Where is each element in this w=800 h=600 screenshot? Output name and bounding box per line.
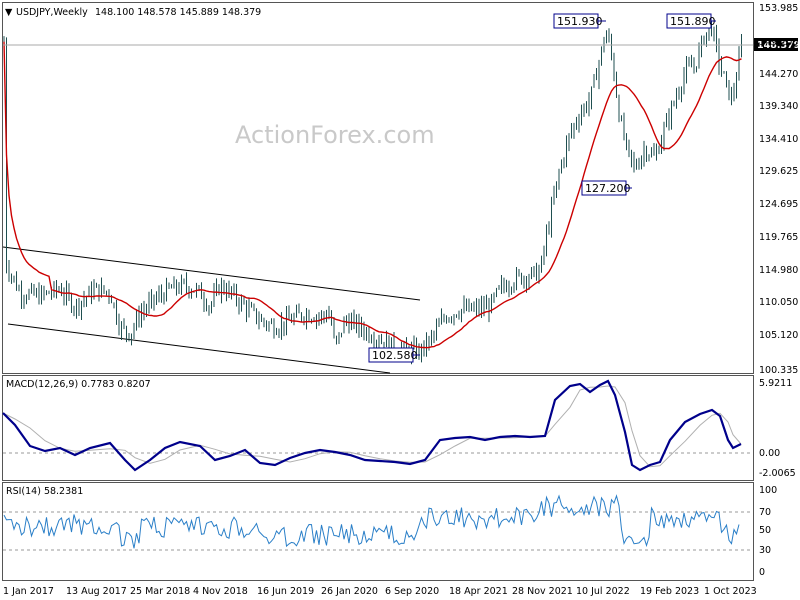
svg-text:127.200: 127.200 bbox=[585, 182, 631, 195]
svg-text:139.340: 139.340 bbox=[759, 101, 798, 112]
annotation-102580: 102.580 bbox=[368, 347, 418, 363]
svg-text:144.270: 144.270 bbox=[759, 69, 798, 80]
svg-text:-2.0065: -2.0065 bbox=[759, 468, 796, 479]
svg-text:26 Jan 2020: 26 Jan 2020 bbox=[321, 586, 378, 597]
macd-main-line bbox=[2, 379, 742, 472]
svg-text:13 Aug 2017: 13 Aug 2017 bbox=[66, 586, 127, 597]
rsi-line bbox=[3, 494, 740, 549]
macd-lines bbox=[2, 379, 742, 472]
ohlc-label: 148.100 148.578 145.889 148.379 bbox=[95, 7, 261, 18]
header-arrow-icon[interactable]: ▼ bbox=[5, 7, 13, 18]
channel-upper-line bbox=[2, 246, 421, 301]
svg-text:0: 0 bbox=[759, 567, 765, 578]
rsi-title: RSI(14) 58.2381 bbox=[6, 486, 83, 497]
svg-text:151.890: 151.890 bbox=[670, 15, 716, 28]
macd-signal-line bbox=[2, 385, 742, 468]
svg-text:10 Jul 2022: 10 Jul 2022 bbox=[576, 586, 630, 597]
svg-text:4 Nov 2018: 4 Nov 2018 bbox=[193, 586, 248, 597]
macd-title: MACD(12,26,9) 0.7783 0.8207 bbox=[6, 379, 151, 390]
svg-text:153.985: 153.985 bbox=[759, 3, 798, 14]
svg-text:1 Jan 2017: 1 Jan 2017 bbox=[3, 586, 54, 597]
svg-text:16 Jun 2019: 16 Jun 2019 bbox=[257, 586, 314, 597]
svg-text:6 Sep 2020: 6 Sep 2020 bbox=[385, 586, 439, 597]
rsi-y-axis: 100 70 50 30 0 bbox=[759, 485, 777, 578]
macd-panel-frame bbox=[2, 375, 754, 481]
svg-text:1 Oct 2023: 1 Oct 2023 bbox=[704, 586, 757, 597]
moving-average bbox=[3, 41, 742, 349]
candles bbox=[3, 20, 742, 365]
x-axis: 1 Jan 2017 13 Aug 2017 25 Mar 2018 4 Nov… bbox=[3, 586, 757, 597]
svg-text:151.930: 151.930 bbox=[557, 15, 603, 28]
svg-text:102.580: 102.580 bbox=[372, 349, 418, 362]
price-y-axis: 153.985 149.200 144.270 139.340 134.410 … bbox=[759, 3, 798, 376]
annotation-151930: 151.930 bbox=[553, 13, 603, 29]
svg-text:19 Feb 2023: 19 Feb 2023 bbox=[640, 586, 699, 597]
svg-text:18 Apr 2021: 18 Apr 2021 bbox=[449, 586, 508, 597]
svg-text:100: 100 bbox=[759, 485, 777, 496]
price-panel-frame bbox=[2, 2, 754, 374]
macd-y-axis: 5.9211 0.00 -2.0065 bbox=[759, 378, 796, 479]
svg-text:110.050: 110.050 bbox=[759, 297, 798, 308]
channel-lower-line bbox=[7, 323, 391, 374]
svg-text:124.695: 124.695 bbox=[759, 199, 798, 210]
current-price-tag bbox=[754, 38, 798, 51]
svg-text:134.410: 134.410 bbox=[759, 134, 798, 145]
svg-text:100.335: 100.335 bbox=[759, 365, 798, 376]
svg-text:129.625: 129.625 bbox=[759, 166, 798, 177]
svg-text:149.200: 149.200 bbox=[759, 37, 798, 48]
svg-text:0.00: 0.00 bbox=[759, 448, 780, 459]
svg-text:70: 70 bbox=[759, 507, 771, 518]
svg-text:25 Mar 2018: 25 Mar 2018 bbox=[130, 586, 190, 597]
rsi-panel-frame bbox=[2, 482, 754, 581]
svg-text:30: 30 bbox=[759, 545, 771, 556]
svg-text:28 Nov 2021: 28 Nov 2021 bbox=[512, 586, 573, 597]
annotation-127200: 127.200 bbox=[581, 180, 631, 196]
rsi-series-line bbox=[3, 494, 740, 549]
svg-text:114.980: 114.980 bbox=[759, 265, 798, 276]
svg-text:119.765: 119.765 bbox=[759, 232, 798, 243]
ma-line bbox=[3, 41, 742, 349]
svg-text:50: 50 bbox=[759, 525, 771, 536]
watermark: ActionForex.com bbox=[235, 121, 435, 149]
svg-text:5.9211: 5.9211 bbox=[759, 378, 792, 389]
annotation-151890: 151.890 bbox=[666, 13, 716, 29]
trend-channel bbox=[2, 246, 421, 374]
current-price-value: 148.379 bbox=[757, 40, 800, 51]
symbol-label: USDJPY,Weekly bbox=[16, 7, 88, 18]
svg-text:105.120: 105.120 bbox=[759, 330, 798, 341]
